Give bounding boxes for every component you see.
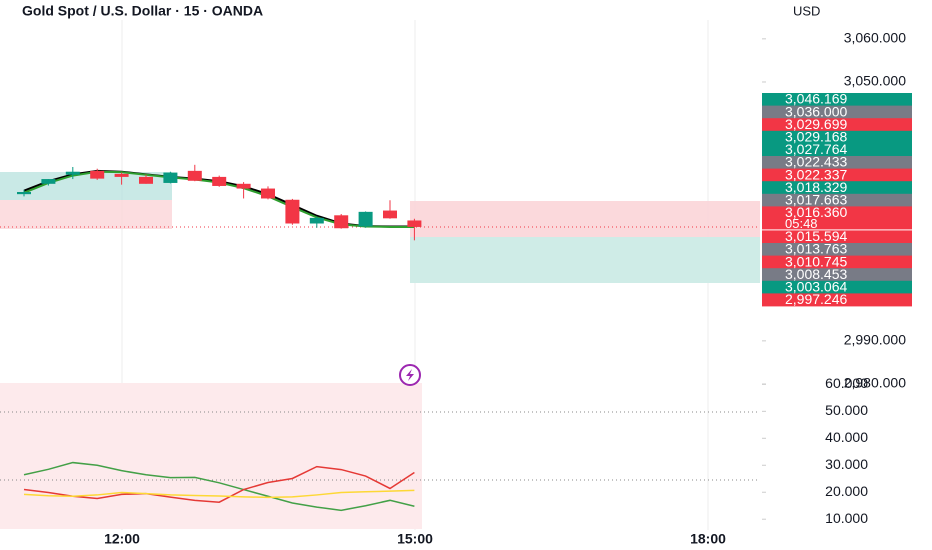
y-tick-label: 2,980.000	[844, 375, 906, 391]
candle-body	[334, 215, 349, 229]
price-badge	[762, 156, 912, 169]
candle-body	[17, 192, 31, 195]
price-badge-label: 3,016.360	[785, 204, 847, 220]
price-badge-label: 3,029.699	[785, 116, 847, 132]
indicator-tick-label: 50.000	[825, 402, 868, 418]
price-badge-label: 3,036.000	[785, 103, 847, 119]
price-badge-label: 3,013.763	[785, 241, 847, 257]
indicator-line	[23, 461, 415, 512]
price-badge	[762, 243, 912, 256]
target-zone	[410, 237, 760, 283]
price-badge-label: 3,027.764	[785, 141, 847, 157]
indicator-zone	[0, 383, 422, 529]
x-tick-label: 12:00	[104, 531, 140, 547]
price-badge	[762, 181, 912, 195]
candle-body	[65, 171, 80, 175]
indicator-tick-label: 10.000	[825, 510, 868, 526]
price-badge-label: 3,010.745	[785, 253, 847, 269]
candle-body	[187, 170, 202, 181]
indicator-line	[23, 489, 415, 499]
candle-body	[261, 188, 275, 199]
candle-body	[163, 172, 178, 183]
candle-body	[358, 211, 373, 227]
price-badge-label: 3,008.453	[785, 266, 847, 282]
price-badge	[762, 293, 912, 307]
y-tick-label: 2,990.000	[844, 332, 906, 348]
price-badge	[762, 255, 912, 269]
price-badge	[762, 130, 912, 144]
price-badge	[762, 268, 912, 282]
y-tick-label: 3,050.000	[844, 73, 906, 89]
price-badge-label: 3,029.168	[785, 129, 847, 145]
candle-body	[309, 217, 324, 224]
x-tick-label: 15:00	[397, 531, 433, 547]
price-badge	[762, 143, 912, 157]
candle-body	[90, 170, 105, 179]
x-tick-label: 18:00	[690, 531, 726, 547]
long-zone	[0, 172, 172, 200]
short-zone	[0, 200, 172, 229]
candle-body	[114, 173, 129, 177]
price-badge-label: 2,997.246	[785, 291, 847, 307]
price-badge	[762, 230, 912, 244]
indicator-tick-label: 60.000	[825, 375, 868, 391]
price-badge	[762, 168, 912, 182]
price-badge	[762, 93, 912, 106]
chart-title: Gold Spot / U.S. Dollar · 15 · OANDA	[22, 3, 263, 19]
candle-body	[383, 210, 397, 219]
price-badge	[762, 193, 912, 207]
price-badge-label: 3,022.433	[785, 154, 847, 170]
currency-label: USD	[793, 3, 820, 18]
price-badge-label: 3,017.663	[785, 192, 847, 208]
price-badge	[762, 118, 912, 132]
event-bolt	[406, 369, 414, 381]
candle-body	[285, 199, 300, 224]
price-badge-label: 3,003.064	[785, 279, 847, 295]
price-badge-label: 3,022.337	[785, 166, 847, 182]
candle-body	[407, 220, 422, 227]
candle-body	[236, 183, 251, 189]
stop-zone	[410, 201, 760, 237]
price-badge-label: 3,046.169	[785, 91, 847, 107]
countdown-label: 05:48	[785, 216, 818, 231]
candle-body	[41, 179, 56, 184]
indicator-line	[23, 465, 415, 503]
price-badge-label: 3,018.329	[785, 179, 847, 195]
indicator-tick-label: 20.000	[825, 483, 868, 499]
candle-body	[139, 176, 153, 184]
indicator-tick-label: 30.000	[825, 456, 868, 472]
indicator-tick-label: 40.000	[825, 429, 868, 445]
price-badge-label: 3,015.594	[785, 228, 847, 244]
price-badge	[762, 280, 912, 294]
price-badge	[762, 105, 912, 119]
price-badge	[762, 206, 912, 230]
candle-body	[212, 176, 227, 186]
y-tick-label: 3,060.000	[844, 30, 906, 46]
